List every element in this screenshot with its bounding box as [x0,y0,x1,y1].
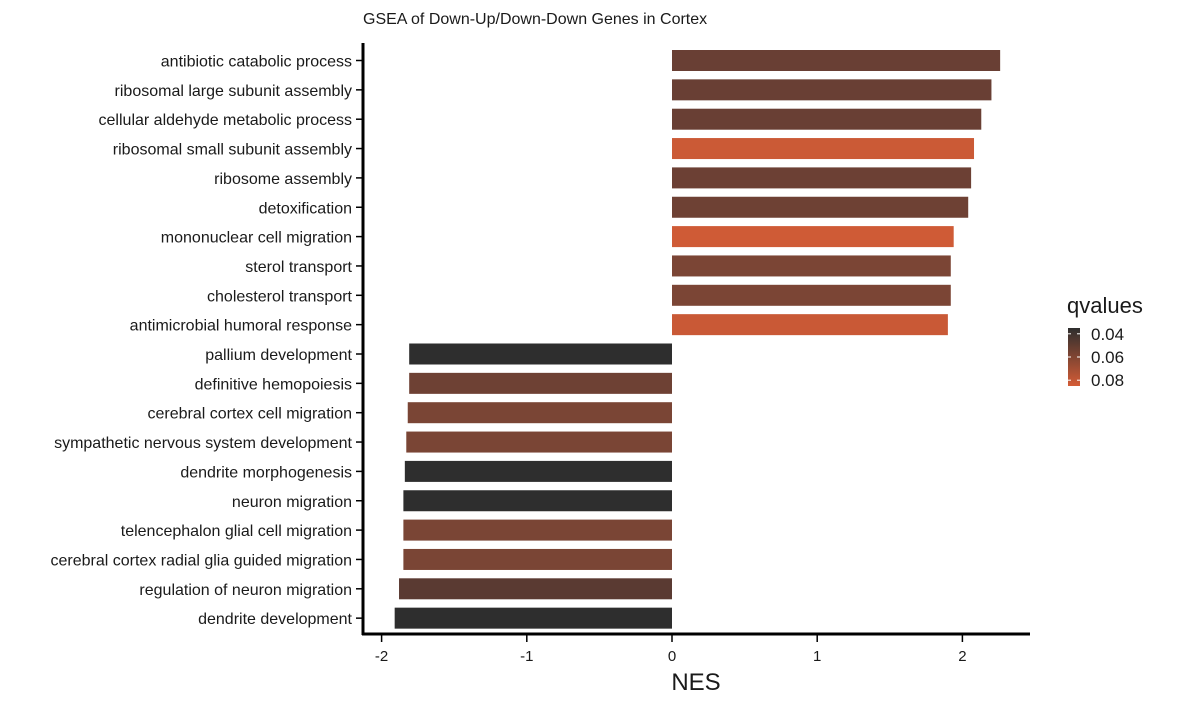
bar-6 [672,226,954,248]
bar-14 [404,460,672,482]
legend-label: 0.08 [1091,371,1124,390]
x-axis-title: NES [671,669,720,696]
bar-9 [672,314,948,336]
category-label: definitive hemopoiesis [195,376,352,393]
category-label: mononuclear cell migration [161,230,352,247]
x-tick-label: 2 [958,648,966,665]
category-labels: antibiotic catabolic process ribosomal la… [51,54,362,628]
legend: qvalues 0.04 0.06 0.08 [1067,293,1143,390]
legend-label: 0.04 [1091,325,1124,344]
bar-3 [672,138,975,160]
category-label: ribosomal small subunit assembly [113,142,352,159]
bar-1 [672,79,992,101]
bar-16 [403,519,672,541]
bar-4 [672,167,972,189]
bars-group [394,50,1001,629]
bar-19 [394,607,672,629]
bar-17 [403,548,672,570]
category-label: dendrite morphogenesis [180,464,352,481]
x-tick-label: -1 [520,648,533,665]
legend-label: 0.06 [1091,348,1124,367]
legend-colorbar [1068,328,1080,386]
x-tick-label: -2 [375,648,388,665]
bar-13 [406,431,672,453]
category-label: regulation of neuron migration [139,582,352,599]
legend-title: qvalues [1067,293,1143,318]
category-label: neuron migration [232,494,352,511]
x-ticks: -2 -1 0 1 2 [375,635,967,665]
bar-0 [672,50,1001,71]
bar-18 [399,578,672,600]
category-label: cholesterol transport [207,288,353,305]
bar-15 [403,490,672,512]
legend-labels: 0.04 0.06 0.08 [1068,325,1124,390]
category-label: sterol transport [245,259,352,276]
bar-8 [672,284,951,306]
category-label: detoxification [259,200,352,217]
x-tick-label: 1 [813,648,821,665]
category-label: cellular aldehyde metabolic process [99,112,352,129]
bar-5 [672,196,969,218]
category-label: telencephalon glial cell migration [121,523,352,540]
bar-10 [409,343,672,365]
category-label: sympathetic nervous system development [54,435,352,452]
x-tick-label: 0 [668,648,676,665]
bar-7 [672,255,951,277]
category-label: dendrite development [198,611,352,628]
bar-11 [409,372,672,394]
bar-12 [407,402,672,424]
category-label: cerebral cortex radial glia guided migra… [51,552,353,569]
category-label: antimicrobial humoral response [130,318,352,335]
category-label: ribosomal large subunit assembly [115,83,352,100]
category-label: cerebral cortex cell migration [147,406,352,423]
category-label: pallium development [205,347,352,364]
bar-2 [672,108,982,130]
category-label: antibiotic catabolic process [161,54,352,71]
category-label: ribosome assembly [214,171,352,188]
chart-title: GSEA of Down-Up/Down-Down Genes in Corte… [363,11,707,28]
